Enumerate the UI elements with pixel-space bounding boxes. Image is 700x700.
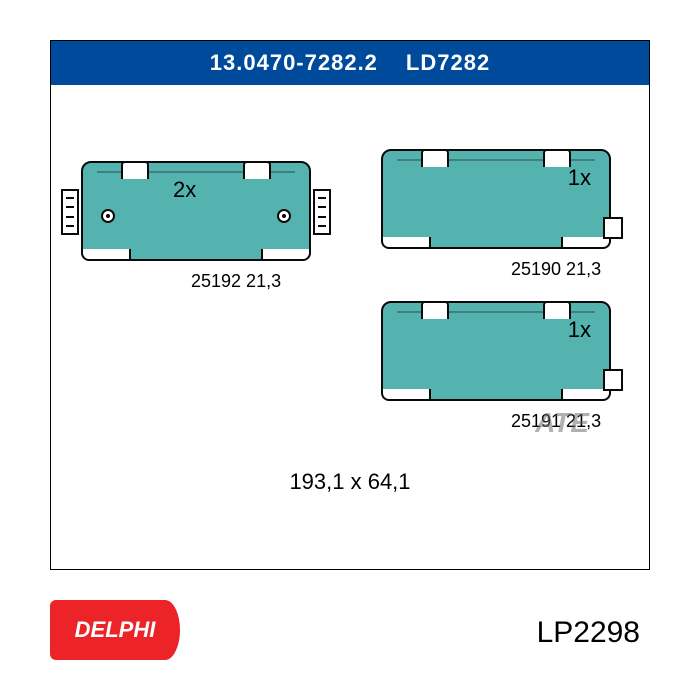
header-code: LD7282	[406, 50, 490, 76]
brake-pad-right-top: 1x 25190 21,3	[381, 149, 611, 249]
watermark-logo: ATE	[535, 407, 589, 439]
pad-hole-icon	[101, 209, 115, 223]
header-bar: 13.0470-7282.2 LD7282	[51, 41, 649, 85]
pad-notch-icon	[261, 249, 311, 261]
brake-pad-body: 2x	[81, 161, 311, 261]
delphi-logo: DELPHI	[50, 600, 180, 660]
brand-logo: DELPHI	[50, 600, 180, 660]
pad-ear-right	[313, 189, 331, 235]
pad-notch-icon	[381, 389, 431, 401]
pad-clip-icon	[421, 301, 449, 319]
brake-pad-right-bottom: 1x 25191 21,3	[381, 301, 611, 401]
qty-label: 1x	[568, 317, 591, 343]
wear-sensor-icon	[603, 217, 623, 239]
pad-clip-icon	[243, 161, 271, 179]
pad-code-label: 25192 21,3	[191, 271, 281, 292]
qty-label: 1x	[568, 165, 591, 191]
qty-label: 2x	[173, 177, 196, 203]
dimensions-label: 193,1 x 64,1	[51, 469, 649, 495]
pad-clip-icon	[421, 149, 449, 167]
brake-pad-left: 2x 25192 21,3	[81, 161, 311, 261]
header-number: 13.0470-7282.2	[210, 50, 378, 76]
diagram-frame: 13.0470-7282.2 LD7282 2x 25192 21,3	[50, 40, 650, 570]
brake-pad-body: 1x	[381, 149, 611, 249]
pad-code-label: 25190 21,3	[511, 259, 601, 280]
brake-pad-body: 1x	[381, 301, 611, 401]
pad-clip-icon	[121, 161, 149, 179]
wear-sensor-icon	[603, 369, 623, 391]
pad-hole-icon	[277, 209, 291, 223]
pad-notch-icon	[381, 237, 431, 249]
pad-ear-left	[61, 189, 79, 235]
pad-notch-icon	[81, 249, 131, 261]
part-number: LP2298	[537, 616, 640, 650]
